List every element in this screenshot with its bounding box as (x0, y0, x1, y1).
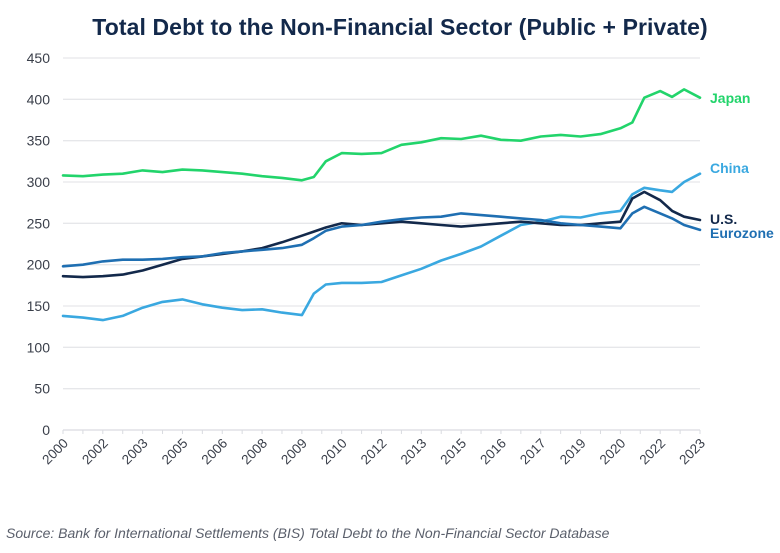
y-tick-label: 450 (27, 50, 51, 66)
y-tick-label: 200 (27, 257, 51, 273)
y-axis: 0 50 100 150 200 250 300 350 400 450 (27, 50, 51, 438)
x-tick-label: 2008 (238, 436, 270, 468)
series-label-japan: Japan (710, 90, 750, 106)
x-axis: 2000 2002 2003 2005 2006 2008 2009 2010 2012 2013… (39, 430, 708, 467)
x-tick-label: 2023 (676, 436, 708, 468)
y-tick-label: 0 (42, 422, 50, 438)
x-tick-label: 2020 (597, 436, 629, 468)
x-tick-label: 2022 (636, 436, 668, 468)
series-labels: Japan China U.S.Eurozone (710, 90, 774, 241)
x-tick-label: 2010 (318, 436, 350, 468)
source-note: Source: Bank for International Settlemen… (6, 525, 610, 541)
x-tick-label: 2005 (159, 436, 191, 468)
series-label-china: China (710, 160, 749, 176)
x-tick-label: 2006 (199, 436, 231, 468)
x-tick-label: 2002 (79, 436, 111, 468)
y-tick-label: 400 (27, 91, 51, 107)
x-tick-label: 2003 (119, 436, 151, 468)
x-tick-label: 2009 (278, 436, 310, 468)
y-tick-label: 150 (27, 298, 51, 314)
y-tick-label: 300 (27, 174, 51, 190)
y-tick-label: 100 (27, 339, 51, 355)
x-tick-label: 2017 (517, 436, 549, 468)
series-lines (61, 88, 702, 322)
x-tick-label: 2013 (398, 436, 430, 468)
series-line-china (61, 172, 702, 322)
y-tick-label: 250 (27, 215, 51, 231)
series-line-eurozone (61, 205, 702, 268)
gridlines (63, 57, 700, 431)
x-tick-label: 2000 (39, 436, 71, 468)
y-tick-label: 350 (27, 133, 51, 149)
series-label-eurozone: Eurozone (710, 225, 774, 241)
x-tick-label: 2012 (358, 436, 390, 468)
series-line-us (61, 190, 702, 279)
y-tick-label: 50 (34, 381, 50, 397)
x-tick-label: 2019 (557, 436, 589, 468)
series-label-us: U.S. (710, 211, 737, 227)
x-tick-label: 2016 (477, 436, 509, 468)
series-line-japan (61, 88, 702, 182)
x-tick-label: 2015 (437, 436, 469, 468)
chart-title: Total Debt to the Non-Financial Sector (… (92, 14, 708, 40)
